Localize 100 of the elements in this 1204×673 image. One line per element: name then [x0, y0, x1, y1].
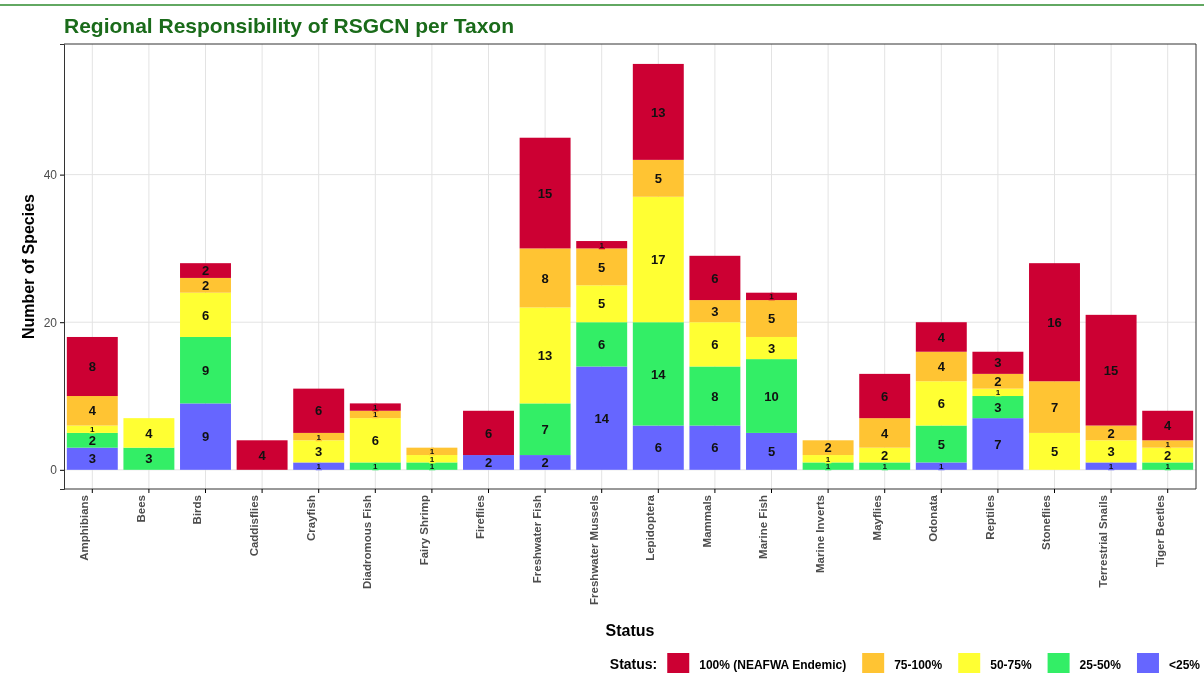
bar	[66, 336, 118, 397]
x-tick-label: Caddisflies	[248, 495, 261, 557]
bar	[463, 410, 514, 456]
bar	[746, 336, 797, 360]
bar	[972, 396, 1024, 419]
data-label: 2	[541, 455, 549, 471]
legend-label: 100% (NEAFWA Endemic)	[699, 658, 847, 672]
bar	[180, 292, 231, 337]
bar	[632, 425, 684, 470]
data-label: 6	[711, 337, 719, 353]
data-label: 15	[537, 185, 553, 201]
bar	[123, 447, 175, 470]
bar	[576, 322, 628, 367]
data-label: 1	[1165, 462, 1171, 472]
bar	[349, 418, 401, 463]
data-label: 7	[1050, 399, 1059, 415]
data-label: 4	[1164, 418, 1173, 434]
y-axis-title: Number of Species	[20, 193, 37, 339]
bar	[859, 373, 911, 419]
x-tick-label: Marine Inverts	[814, 495, 827, 573]
data-label: 5	[598, 296, 606, 312]
x-tick-label: Mammals	[700, 495, 713, 548]
bar	[349, 462, 401, 470]
x-tick-label: Amphibians	[78, 495, 91, 561]
x-tick-label: Stoneflies	[1040, 495, 1053, 550]
data-label: 1	[1165, 439, 1171, 449]
bar	[632, 196, 684, 323]
x-tick-label: Mayflies	[870, 495, 883, 541]
bar	[66, 447, 118, 470]
bar	[463, 455, 514, 470]
legend-label: <25%	[1168, 658, 1201, 672]
data-label: 1	[90, 425, 96, 435]
x-axis-title: Status	[605, 622, 655, 639]
data-label: 3	[88, 451, 96, 467]
data-label: 1	[429, 454, 435, 464]
x-tick-label: Birds	[191, 495, 204, 525]
chart-title: Regional Responsibility of RSGCN per Taxon	[64, 14, 514, 37]
bar	[689, 255, 741, 301]
data-label: 3	[994, 399, 1002, 415]
bar	[689, 425, 741, 470]
data-label: 6	[484, 425, 493, 441]
data-label: 6	[937, 396, 945, 412]
data-label: 3	[1107, 444, 1115, 460]
bar	[519, 403, 571, 456]
bar	[236, 440, 288, 470]
legend-title: Status:	[609, 656, 658, 672]
data-label: 7	[541, 421, 549, 437]
bar	[915, 381, 967, 426]
data-label: 1	[429, 447, 435, 457]
legend-label: 25-50%	[1079, 658, 1122, 672]
data-label: 5	[937, 436, 945, 452]
bar	[66, 396, 118, 426]
bar	[802, 440, 854, 456]
data-label: 14	[594, 410, 610, 426]
data-label: 3	[711, 303, 719, 319]
bar	[972, 418, 1024, 470]
bar	[746, 300, 797, 337]
data-label: 6	[598, 337, 606, 353]
data-label: 6	[654, 440, 662, 456]
bar	[406, 462, 458, 470]
data-label: 4	[88, 403, 97, 419]
bar	[519, 455, 571, 470]
bar	[1142, 440, 1194, 448]
y-tick-label: 0	[50, 463, 58, 478]
bar	[180, 336, 231, 404]
bar	[632, 63, 684, 160]
data-label: 8	[541, 270, 549, 286]
data-label: 2	[484, 455, 493, 471]
bar	[1085, 440, 1137, 463]
bar	[972, 373, 1024, 389]
bar	[1029, 381, 1080, 433]
x-tick-label: Freshwater Fish	[531, 495, 544, 584]
data-label: 4	[937, 329, 946, 345]
data-label: 1	[995, 388, 1001, 398]
data-label: 6	[711, 440, 719, 456]
data-label: 2	[881, 447, 889, 463]
data-label: 16	[1047, 314, 1062, 330]
bar	[915, 462, 967, 470]
bar	[180, 403, 231, 470]
data-label: 5	[654, 170, 662, 186]
x-tick-label: Diadromous Fish	[361, 495, 374, 589]
data-label: 2	[994, 373, 1002, 389]
data-label: 2	[201, 278, 210, 293]
data-label: 9	[201, 362, 210, 378]
bar	[519, 248, 571, 308]
data-label: 17	[651, 252, 666, 268]
data-label: 13	[651, 104, 666, 120]
x-tick-label: Crayfish	[304, 495, 317, 542]
bar	[689, 366, 741, 426]
legend-label: 75-100%	[894, 658, 943, 672]
data-label: 6	[315, 403, 323, 419]
bar	[689, 300, 741, 323]
data-label: 1	[373, 410, 379, 420]
data-label: 3	[315, 444, 323, 460]
x-tick-label: Bees	[134, 495, 147, 523]
bar	[1142, 410, 1194, 441]
bar	[859, 462, 911, 470]
bar	[859, 418, 911, 448]
legend-label: 50-75%	[990, 658, 1032, 672]
data-label: 2	[88, 432, 96, 448]
